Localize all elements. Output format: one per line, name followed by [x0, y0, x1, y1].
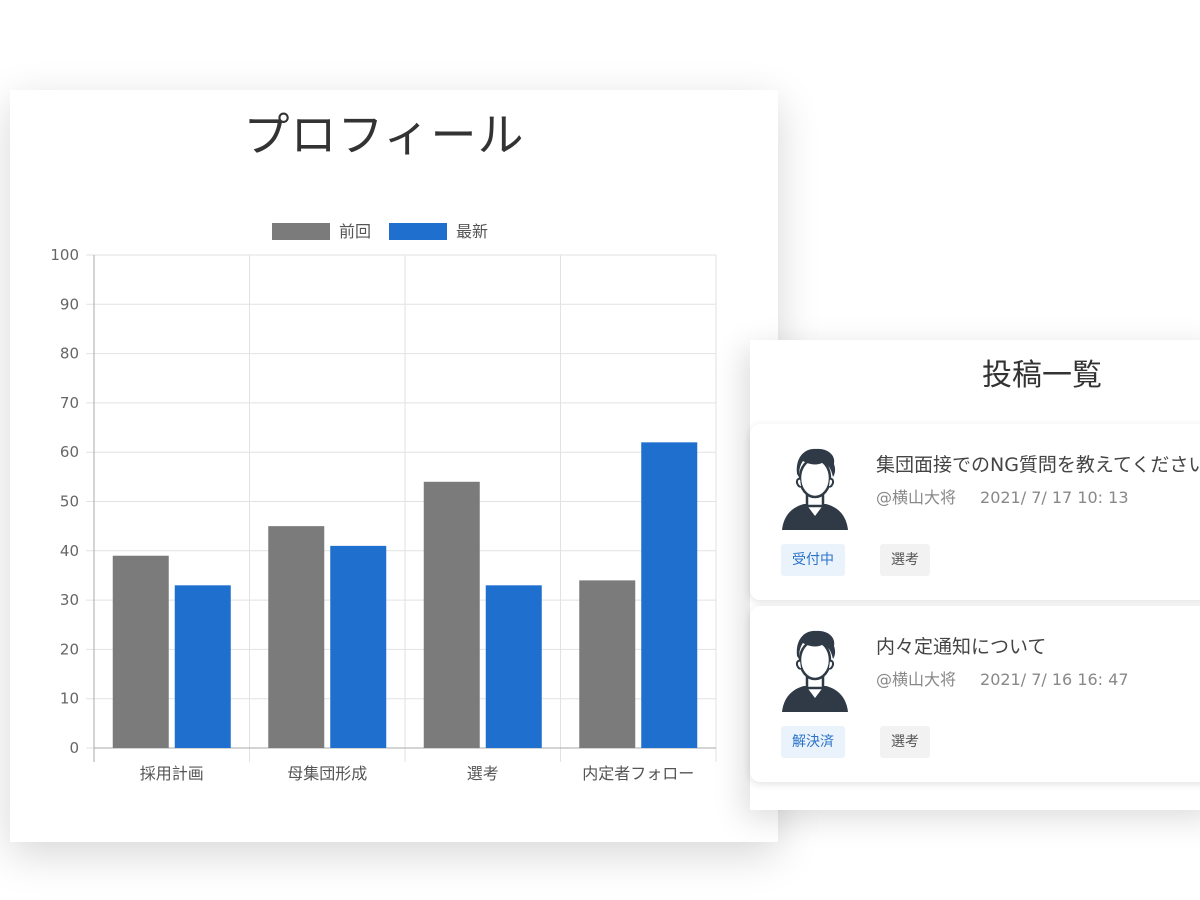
y-tick-label: 80: [60, 345, 79, 363]
y-tick-label: 40: [60, 542, 79, 560]
profile-bar-chart: 0 10 20 30 40 50 60 70 80 90 100 採用計画 母集団形成 選考 内定者フォロー…: [50, 222, 717, 783]
legend-label: 最新: [456, 222, 488, 241]
posts-panel: 投稿一覧 集団面接でのNG質問を教えてください @横山大将 2021/ 7/ 17…: [750, 340, 1200, 810]
bar: [579, 580, 636, 748]
y-tick-label: 90: [60, 295, 79, 313]
post-title[interactable]: 内々定通知について: [876, 636, 1047, 658]
category-tag[interactable]: 選考: [880, 726, 930, 758]
x-tick-label: 内定者フォロー: [582, 764, 694, 783]
post-author: @横山大将: [876, 670, 957, 689]
y-tick-label: 60: [60, 443, 79, 461]
status-badge: 解決済: [781, 726, 845, 758]
legend-label: 前回: [339, 222, 371, 241]
legend-swatch: [272, 223, 330, 240]
legend-swatch: [389, 223, 447, 240]
y-tick-label: 0: [69, 739, 79, 757]
bar: [641, 442, 698, 748]
profile-title: プロフィール: [243, 108, 525, 162]
post-title[interactable]: 集団面接でのNG質問を教えてください: [876, 454, 1200, 476]
bar: [423, 481, 480, 748]
x-tick-label: 母集団形成: [287, 764, 367, 783]
user-avatar-icon: [782, 630, 848, 712]
y-tick-label: 50: [60, 493, 79, 511]
post-card[interactable]: 集団面接でのNG質問を教えてください @横山大将 2021/ 7/ 17 10: …: [750, 424, 1200, 600]
x-tick-label: 選考: [467, 764, 499, 783]
status-badge: 受付中: [781, 544, 845, 576]
y-tick-label: 30: [60, 591, 79, 609]
post-date: 2021/ 7/ 17 10: 13: [980, 488, 1129, 507]
y-tick-label: 100: [50, 246, 79, 264]
post-date: 2021/ 7/ 16 16: 47: [980, 670, 1129, 689]
category-tag[interactable]: 選考: [880, 544, 930, 576]
bar: [330, 545, 387, 748]
y-tick-label: 10: [60, 690, 79, 708]
post-meta: @横山大将 2021/ 7/ 16 16: 47: [876, 666, 1129, 690]
posts-title: 投稿一覧: [982, 358, 1102, 393]
x-tick-label: 採用計画: [140, 764, 204, 783]
y-tick-label: 70: [60, 394, 79, 412]
post-meta: @横山大将 2021/ 7/ 17 10: 13: [876, 484, 1129, 508]
bar: [485, 585, 542, 748]
y-tick-label: 20: [60, 640, 79, 658]
bar: [268, 526, 325, 748]
bar: [174, 585, 231, 748]
bar: [112, 555, 169, 748]
post-author: @横山大将: [876, 488, 957, 507]
post-card[interactable]: 内々定通知について @横山大将 2021/ 7/ 16 16: 47 解決済 選考: [750, 606, 1200, 782]
user-avatar-icon: [782, 448, 848, 530]
